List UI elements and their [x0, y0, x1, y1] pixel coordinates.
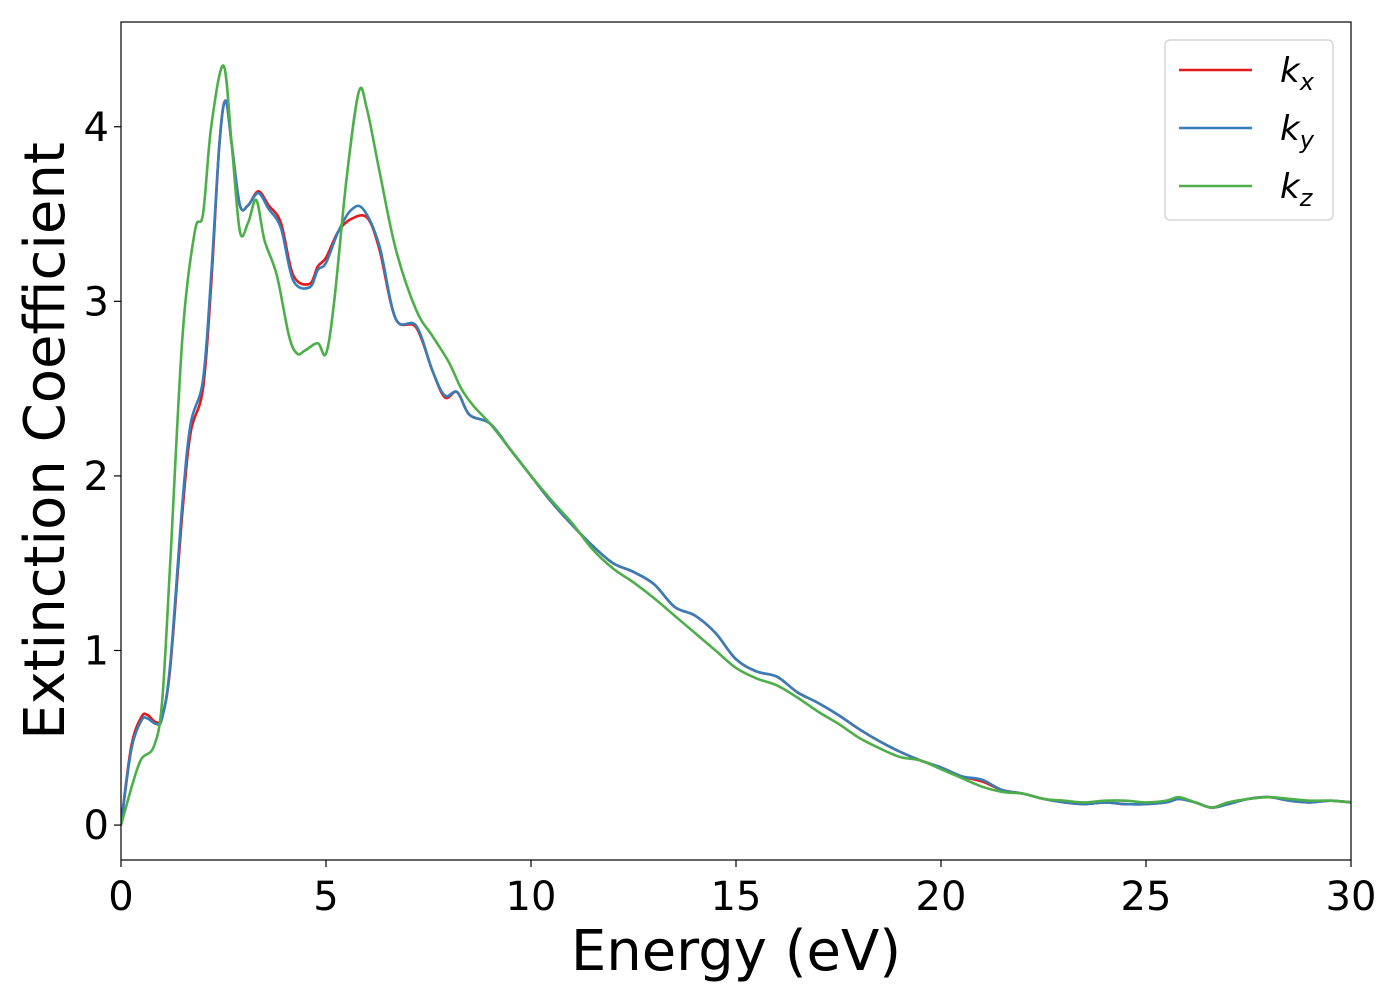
x-tick-label: 15 [711, 874, 762, 920]
series-line-z [121, 64, 1351, 826]
x-axis-label: Energy (eV) [571, 919, 901, 984]
x-tick-label: 10 [506, 874, 557, 920]
tick-layer: 0 5 10 15 20 25 30 0 1 2 3 4 [84, 105, 1377, 920]
x-tick-label: 20 [916, 874, 967, 920]
x-tick-label: 30 [1326, 874, 1377, 920]
y-tick-label: 0 [84, 803, 109, 849]
legend-label-z: kz [1280, 167, 1314, 212]
x-tick-label: 5 [313, 874, 338, 920]
y-tick-label: 4 [84, 105, 109, 151]
x-tick-label: 25 [1121, 874, 1172, 920]
legend-label-y: ky [1280, 109, 1315, 154]
y-tick-label: 2 [84, 454, 109, 500]
y-axis-label: Extinction Coefficient [13, 142, 78, 740]
x-tick-label: 0 [108, 874, 133, 920]
series-layer [121, 64, 1351, 826]
legend-box [1164, 39, 1334, 221]
y-tick-label: 1 [84, 629, 109, 675]
legend-label-x: kx [1280, 51, 1315, 96]
legend: kx ky kz [1164, 39, 1334, 221]
y-tick-label: 3 [84, 279, 109, 325]
